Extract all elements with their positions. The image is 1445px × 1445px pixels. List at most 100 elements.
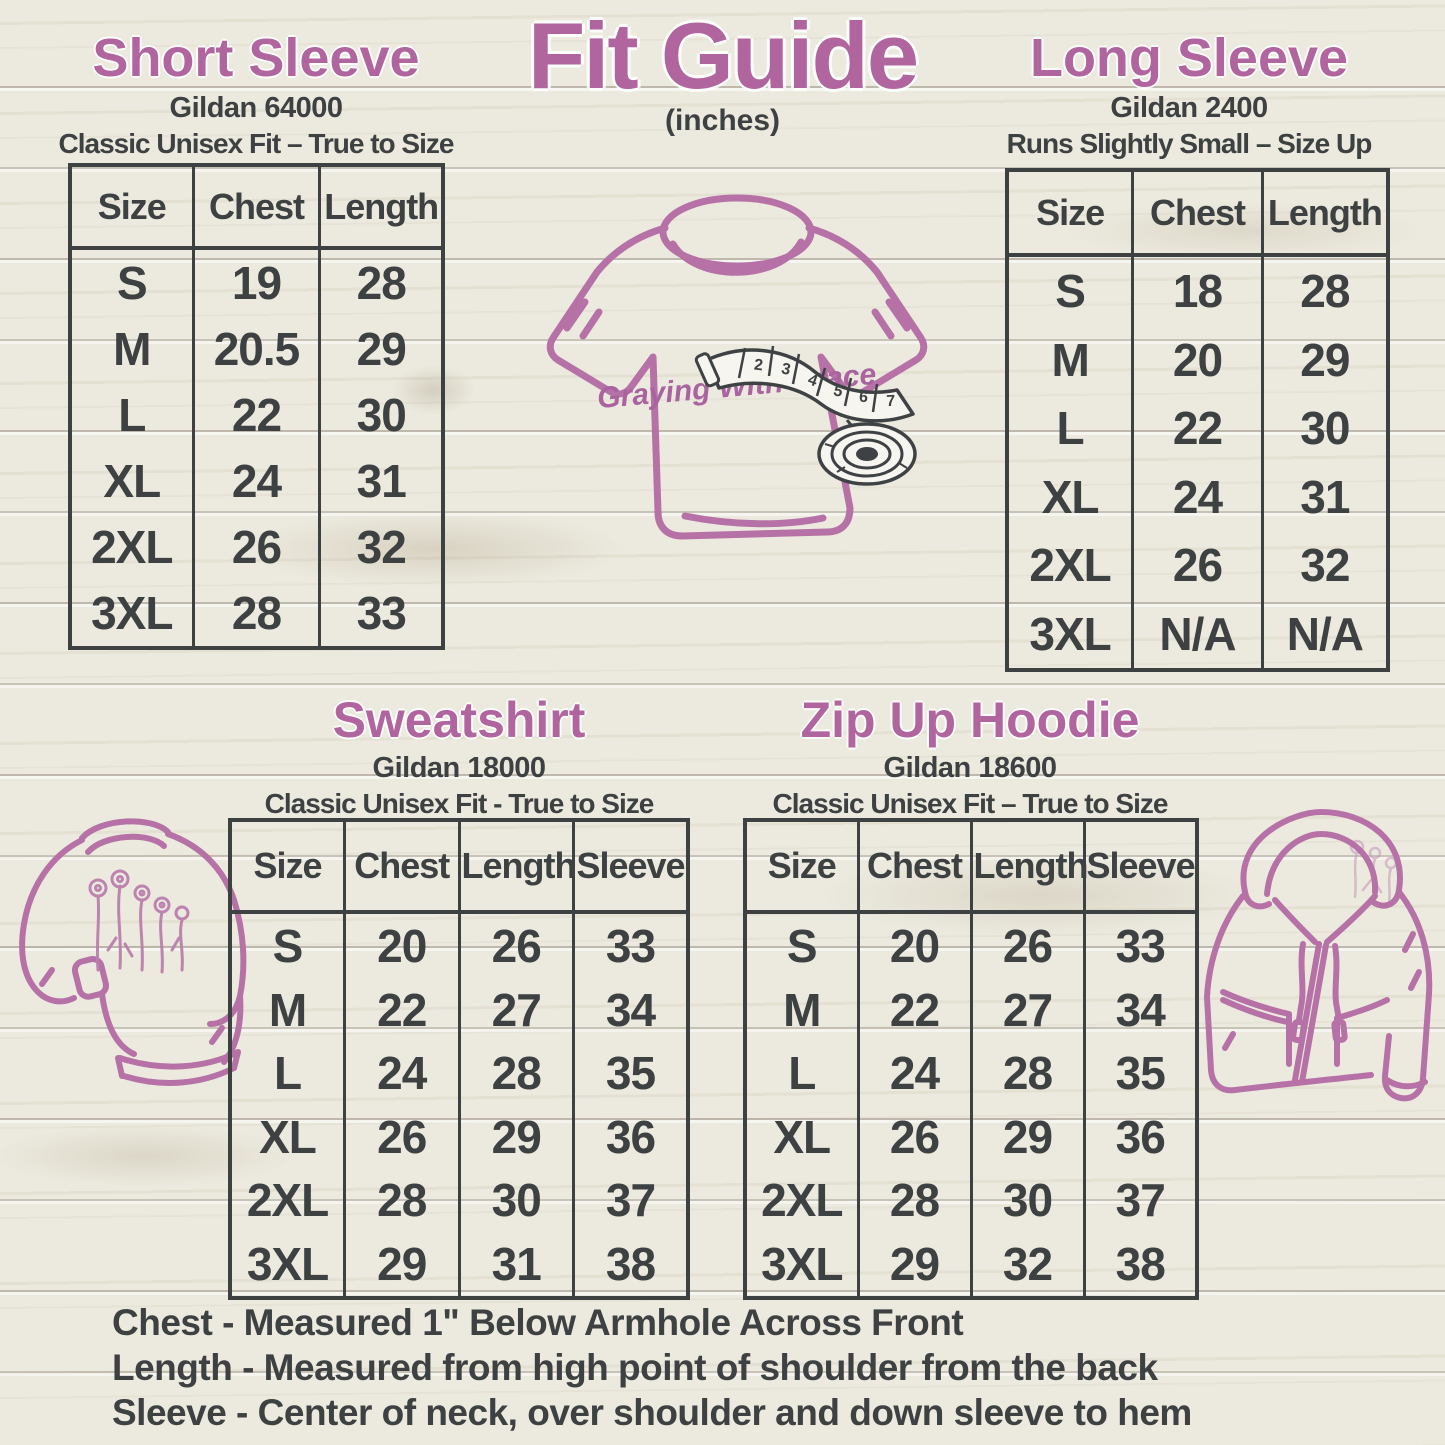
table-cell: 28 [318, 248, 443, 317]
column-header: Size [1007, 170, 1133, 257]
table-cell: 30 [318, 382, 443, 448]
table-cell: 3XL [761, 1238, 843, 1291]
table-cell: 38 [1082, 1232, 1197, 1298]
note-length: Length - Measured from high point of sho… [112, 1347, 1158, 1388]
column-header: Length [457, 820, 576, 914]
table-cell: 31 [318, 447, 443, 514]
column-header: Length [318, 165, 443, 250]
table-cell: 35 [1082, 1041, 1197, 1105]
tape-number: 7 [886, 393, 896, 410]
table-cell: 19 [191, 248, 320, 317]
short-sleeve-title: Short Sleeve [92, 28, 420, 88]
table-cell: 26 [969, 912, 1084, 978]
table-cell: 20 [856, 912, 971, 978]
long-sleeve-fit-note: Runs Slightly Small – Size Up [1006, 127, 1373, 159]
table-header-row: Size Chest Length [70, 165, 443, 250]
table-row: 3XL 29 32 38 [745, 1232, 1197, 1298]
table-cell: XL [773, 1110, 831, 1163]
table-row: M 20.5 29 [70, 316, 443, 383]
table-cell: XL [1041, 470, 1100, 523]
table-row: XL 24 31 [70, 447, 443, 514]
long-sleeve-title: Long Sleeve [1029, 28, 1349, 88]
column-header: Length [969, 820, 1088, 914]
table-row: 3XL 29 31 38 [230, 1232, 688, 1298]
sweatshirt-illustration [19, 818, 247, 1086]
short-sleeve-header: Short Sleeve Gildan 64000 Classic Unisex… [30, 30, 482, 160]
zip-hoodie-size-table: Size Chest Length Sleeve S 20 26 33 M 22 27 34… [743, 818, 1199, 1300]
table-cell: 32 [318, 513, 443, 580]
tape-tip [694, 352, 721, 388]
table-cell: 2XL [1029, 538, 1111, 591]
column-header: Length [1260, 170, 1388, 257]
table-cell: 28 [343, 1168, 459, 1233]
table-cell: L [273, 1047, 302, 1100]
table-row: 2XL 26 32 [70, 513, 443, 580]
table-cell: S [272, 919, 304, 972]
table-cell: 26 [856, 1104, 971, 1169]
column-header: Size [230, 820, 345, 914]
column-header: Chest [856, 820, 971, 914]
table-row: XL 26 29 36 [745, 1104, 1197, 1169]
table-row: S 20 26 33 [230, 912, 688, 978]
table-header-row: Size Chest Length Sleeve [230, 820, 688, 914]
column-header: Chest [343, 820, 459, 914]
table-cell: 32 [969, 1232, 1084, 1298]
table-cell: 31 [1260, 462, 1388, 531]
table-cell: 2XL [246, 1174, 329, 1227]
table-cell: 24 [856, 1041, 971, 1105]
table-cell: 20 [1131, 325, 1263, 395]
table-row: S 20 26 33 [745, 912, 1197, 978]
table-row: M 20 29 [1007, 325, 1388, 395]
column-header: Size [745, 820, 858, 914]
table-row: XL 26 29 36 [230, 1104, 688, 1169]
table-cell: 29 [457, 1104, 574, 1169]
table-cell: 28 [191, 579, 320, 648]
sweatshirt-title: Sweatshirt [332, 692, 586, 748]
table-cell: 27 [457, 977, 574, 1042]
table-row: L 22 30 [70, 382, 443, 448]
table-cell: 30 [969, 1168, 1084, 1233]
table-cell: L [788, 1047, 816, 1100]
table-cell: 37 [572, 1168, 688, 1233]
table-cell: 29 [343, 1232, 459, 1298]
table-cell: N/A [1260, 599, 1388, 670]
table-cell: 28 [1260, 255, 1388, 326]
wildflowers-graphic [88, 869, 190, 974]
table-cell: M [113, 323, 151, 376]
table-cell: 30 [1260, 394, 1388, 463]
long-sleeve-size-table: Size Chest Length S 18 28 M 20 29 L 22 30 XL 24… [1005, 168, 1390, 672]
short-sleeve-size-table: Size Chest Length S 19 28 M 20.5 29 L 22 30 XL… [68, 163, 445, 650]
table-cell: 28 [457, 1041, 574, 1105]
table-row: S 19 28 [70, 248, 443, 317]
tape-number: 2 [753, 357, 764, 375]
table-row: L 24 28 35 [745, 1041, 1197, 1105]
table-cell: L [1056, 402, 1085, 455]
zip-hoodie-model: Gildan 18600 [883, 751, 1057, 784]
sweatshirt-size-table: Size Chest Length Sleeve S 20 26 33 M 22 27 34… [228, 818, 690, 1300]
table-cell: 36 [572, 1104, 688, 1169]
table-cell: 22 [343, 977, 459, 1042]
table-cell: 26 [1131, 530, 1263, 600]
table-row: 2XL 28 30 37 [230, 1168, 688, 1233]
note-sleeve: Sleeve - Center of neck, over shoulder a… [112, 1392, 1192, 1433]
tape-number: 6 [858, 389, 869, 407]
unit-note: (inches) [664, 103, 781, 137]
table-cell: XL [103, 454, 161, 507]
table-cell: 30 [457, 1168, 574, 1233]
note-chest: Chest - Measured 1" Below Armhole Across… [112, 1302, 964, 1343]
sweatshirt-model: Gildan 18000 [372, 751, 546, 784]
table-cell: 33 [572, 912, 688, 978]
table-cell: 26 [191, 513, 320, 580]
table-cell: 20 [343, 912, 459, 978]
long-sleeve-header: Long Sleeve Gildan 2400 Runs Slightly Sm… [963, 30, 1415, 160]
zip-hoodie-title: Zip Up Hoodie [800, 692, 1140, 748]
table-cell: 33 [1082, 912, 1197, 978]
table-cell: 29 [969, 1104, 1084, 1169]
long-sleeve-model: Gildan 2400 [1110, 91, 1268, 124]
table-row: 3XL 28 33 [70, 579, 443, 648]
table-cell: 22 [1131, 394, 1263, 463]
zip-hoodie-illustration [1204, 809, 1433, 1102]
page-title: Fit Guide [527, 3, 919, 108]
zip-hoodie-header: Zip Up Hoodie Gildan 18600 Classic Unise… [740, 694, 1200, 820]
